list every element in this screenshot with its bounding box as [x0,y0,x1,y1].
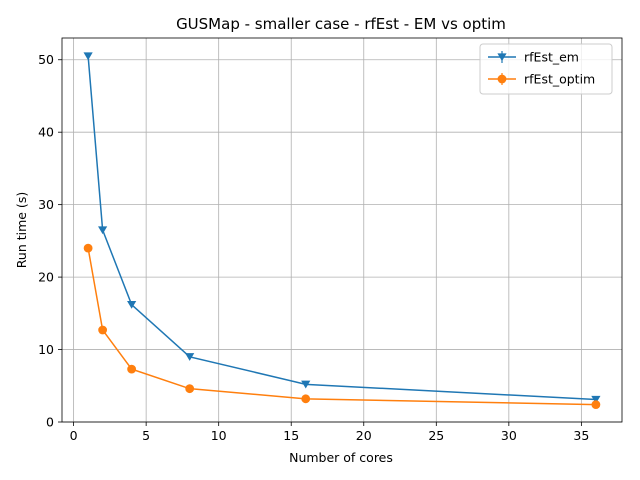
data-point [127,300,137,309]
data-point [185,384,195,394]
axes-frame [61,37,623,423]
legend-entry: rfEst_em [488,50,579,65]
data-point [98,325,108,335]
series-rfEst_optim [83,243,601,410]
series-layer [83,52,601,410]
grid [62,38,622,423]
x-tick-label: 5 [142,428,150,443]
data-point [127,364,137,374]
y-tick-label: 0 [46,415,54,430]
series-line [87,247,596,406]
legend-marker [497,74,507,84]
data-point [301,394,311,404]
y-tick-label: 30 [38,197,54,212]
series-line [87,56,596,401]
y-axis-ticks: 0 10 20 30 40 50 [38,52,62,430]
x-tick-label: 10 [211,428,227,443]
x-tick-label: 15 [283,428,299,443]
legend-marker [497,53,507,62]
data-point [83,243,93,253]
data-point [301,380,311,389]
chart-title: GUSMap - smaller case - rfEst - EM vs op… [176,15,506,33]
y-tick-label: 20 [38,270,54,285]
legend-entry: rfEst_optim [488,72,595,87]
legend: rfEst_em rfEst_optim [479,43,613,95]
x-tick-label: 35 [573,428,589,443]
series-rfEst_em [83,52,601,404]
data-point [591,400,601,410]
x-axis-label: Number of cores [289,450,393,465]
x-axis-ticks: 0 5 10 15 20 25 30 35 [70,422,589,443]
y-tick-label: 50 [38,52,54,67]
y-axis-label: Run time (s) [14,192,29,268]
y-tick-label: 10 [38,342,54,357]
y-tick-label: 40 [38,125,54,140]
legend-label: rfEst_optim [524,72,595,87]
legend-label: rfEst_em [524,50,579,65]
x-tick-label: 25 [428,428,444,443]
data-point [185,353,195,361]
x-tick-label: 30 [501,428,517,443]
x-tick-label: 0 [70,428,78,443]
data-point [83,52,93,61]
data-point [591,395,601,404]
data-point [98,226,108,235]
x-tick-label: 20 [356,428,372,443]
